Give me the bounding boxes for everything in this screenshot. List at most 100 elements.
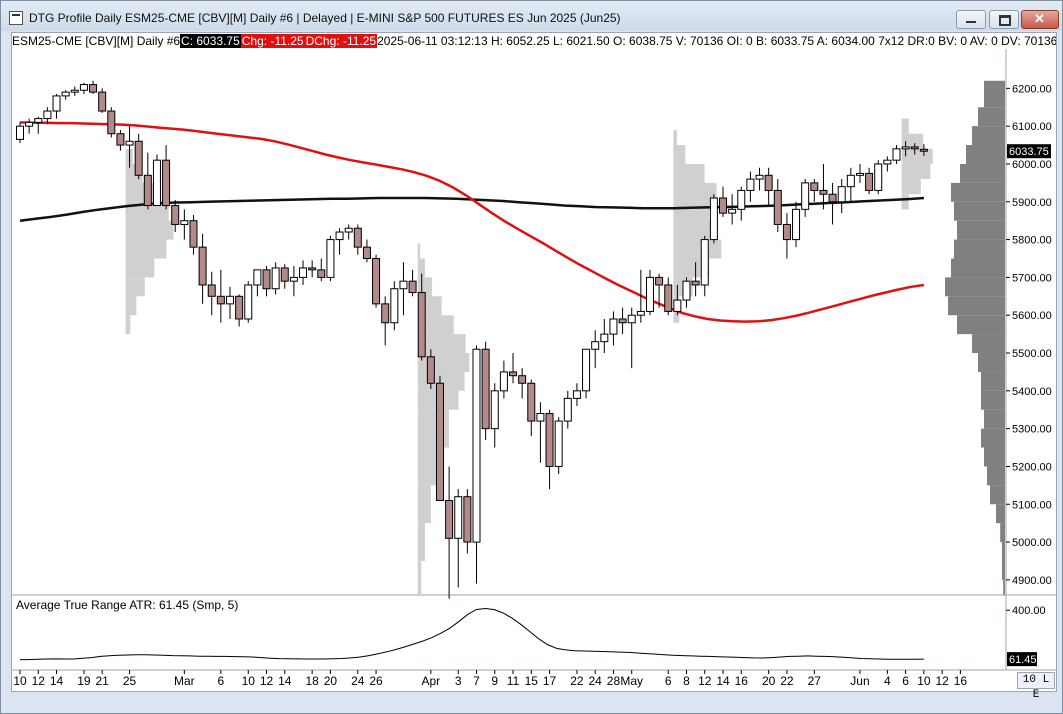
candle-body bbox=[709, 197, 718, 241]
candle bbox=[855, 163, 864, 183]
candle-body bbox=[645, 276, 654, 312]
candle-body bbox=[883, 159, 892, 165]
session-volume-profile-bar bbox=[673, 145, 686, 164]
time-axis-label: 7 bbox=[473, 674, 480, 688]
session-volume-profile-bar bbox=[673, 163, 705, 183]
right-volume-profile-bar bbox=[948, 296, 1005, 316]
time-axis-label: 14 bbox=[278, 674, 292, 688]
candle bbox=[746, 171, 755, 202]
candle bbox=[682, 277, 691, 308]
candle bbox=[582, 348, 591, 399]
candle bbox=[408, 269, 417, 297]
candle bbox=[481, 341, 490, 440]
info-symbol: ESM25-CME [CBV][M] Daily #6 bbox=[12, 34, 181, 48]
candle-body bbox=[700, 239, 709, 286]
candle bbox=[691, 262, 700, 297]
candle-body bbox=[52, 95, 61, 112]
candle-body bbox=[919, 148, 928, 152]
candle bbox=[627, 307, 636, 369]
right-volume-profile-bar bbox=[981, 390, 1005, 410]
candle bbox=[490, 383, 499, 448]
price-axis-label: 5100.00 bbox=[1012, 499, 1052, 511]
candle-body bbox=[609, 318, 618, 335]
session-volume-profile-bar bbox=[125, 201, 169, 221]
candle bbox=[563, 390, 572, 429]
time-axis-label: 6 bbox=[218, 674, 225, 688]
close-button[interactable] bbox=[1021, 10, 1059, 29]
candle-body bbox=[627, 314, 636, 324]
candle bbox=[901, 141, 910, 157]
candle bbox=[353, 224, 362, 255]
scale-mode-button[interactable]: 10 L E bbox=[1017, 672, 1055, 701]
time-axis-label: 12 bbox=[32, 674, 46, 688]
candle-body bbox=[472, 348, 481, 543]
title-bar[interactable]: DTG Profile Daily ESM25-CME [CBV][M] Dai… bbox=[1, 1, 1062, 31]
minimize-button[interactable] bbox=[956, 10, 986, 29]
candle-body bbox=[572, 390, 581, 399]
maximize-button[interactable] bbox=[989, 10, 1019, 29]
candle-body bbox=[25, 121, 34, 127]
candle bbox=[152, 154, 161, 207]
right-volume-profile-bar bbox=[966, 145, 1005, 164]
candle bbox=[554, 417, 563, 475]
time-axis-label: 16 bbox=[954, 674, 968, 688]
candle bbox=[910, 143, 919, 155]
candle-body bbox=[892, 148, 901, 161]
window-title: DTG Profile Daily ESM25-CME [CBV][M] Dai… bbox=[29, 11, 621, 25]
time-axis-label: 27 bbox=[808, 674, 822, 688]
candle bbox=[235, 294, 244, 327]
session-volume-profile-bar bbox=[901, 118, 909, 134]
session-volume-profile-bar bbox=[673, 182, 717, 202]
price-chart[interactable]: 6200.00 6100.00 6000.00 5900.00 5800.00 5700.… bbox=[12, 33, 1056, 691]
candle-body bbox=[408, 280, 417, 294]
session-volume-profile-bar bbox=[125, 258, 155, 278]
candle bbox=[782, 213, 791, 259]
price-axis-label: 5000.00 bbox=[1012, 537, 1052, 549]
atr-line bbox=[20, 607, 924, 661]
candle bbox=[527, 379, 536, 437]
time-axis-label: 10 bbox=[13, 674, 27, 688]
candle bbox=[837, 179, 846, 214]
candle bbox=[189, 215, 198, 255]
time-axis-label: 6 bbox=[665, 674, 672, 688]
candle-body bbox=[362, 246, 371, 259]
candle-body bbox=[682, 280, 691, 301]
candle bbox=[664, 277, 673, 316]
candle-body bbox=[198, 246, 207, 286]
time-axis-label: May bbox=[620, 674, 643, 688]
time-axis-label: 3 bbox=[455, 674, 462, 688]
session-volume-profile-bar bbox=[673, 258, 710, 278]
session-volume-profile-bar bbox=[125, 182, 157, 202]
candle bbox=[426, 349, 435, 389]
candle-body bbox=[764, 174, 773, 191]
candle bbox=[828, 182, 837, 225]
session-volume-profile-bar bbox=[901, 148, 933, 164]
session-volume-profile-bar bbox=[125, 220, 174, 240]
last-price-tag bbox=[1007, 144, 1051, 159]
right-volume-profile-bar bbox=[984, 80, 1005, 108]
right-volume-profile-bar bbox=[957, 315, 1005, 335]
candle-body bbox=[107, 110, 116, 135]
session-volume-profile-bar bbox=[901, 133, 924, 149]
candle bbox=[865, 167, 874, 195]
right-volume-profile-bar bbox=[957, 220, 1005, 240]
chart-area[interactable]: 6200.00 6100.00 6000.00 5900.00 5800.00 5700.… bbox=[11, 32, 1057, 692]
session-volume-profile-bar bbox=[417, 315, 454, 335]
candle-body bbox=[518, 375, 527, 384]
candle bbox=[198, 233, 207, 304]
candle bbox=[271, 262, 280, 295]
candle bbox=[79, 82, 88, 95]
session-volume-profile-bar bbox=[417, 409, 449, 448]
candle-body bbox=[728, 208, 737, 214]
candle-body bbox=[253, 269, 262, 286]
candle-body bbox=[289, 276, 298, 282]
candle bbox=[728, 194, 737, 225]
time-axis-label: 11 bbox=[507, 674, 520, 688]
candle-body bbox=[344, 227, 353, 233]
candle bbox=[116, 129, 125, 151]
candle bbox=[244, 281, 253, 323]
session-volume-profile-bar bbox=[417, 523, 425, 561]
info-daily-change: DChg: -11.25 bbox=[304, 34, 378, 48]
candle-body bbox=[189, 220, 198, 248]
candle-body bbox=[326, 239, 335, 278]
